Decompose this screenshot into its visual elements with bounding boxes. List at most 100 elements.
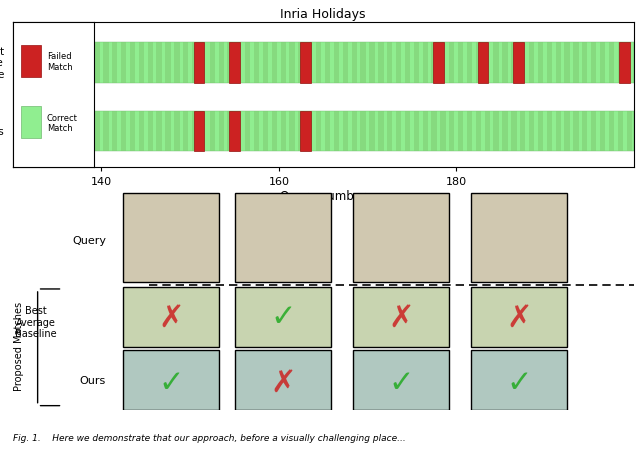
Bar bbox=[618, 43, 623, 84]
Text: Fig. 1.    Here we demonstrate that our approach, before a visually challenging : Fig. 1. Here we demonstrate that our app… bbox=[13, 433, 406, 442]
Bar bbox=[148, 111, 153, 152]
Bar bbox=[325, 111, 330, 152]
Bar bbox=[245, 111, 250, 152]
Bar bbox=[32, 43, 38, 84]
Bar bbox=[210, 111, 215, 152]
Bar bbox=[353, 194, 449, 282]
Text: Best
Average
Baseline: Best Average Baseline bbox=[0, 47, 4, 80]
Bar bbox=[210, 43, 215, 84]
Bar bbox=[229, 43, 240, 84]
Bar bbox=[493, 111, 499, 152]
Bar bbox=[396, 43, 401, 84]
Bar bbox=[229, 111, 240, 152]
Bar bbox=[235, 350, 331, 410]
Text: ✗: ✗ bbox=[388, 303, 413, 332]
Bar bbox=[50, 111, 56, 152]
Text: ✓: ✓ bbox=[158, 368, 184, 397]
Bar bbox=[600, 43, 605, 84]
Bar bbox=[15, 43, 20, 84]
Bar bbox=[41, 111, 47, 152]
Bar bbox=[254, 111, 259, 152]
Bar bbox=[458, 111, 463, 152]
Text: ✗: ✗ bbox=[270, 368, 296, 397]
Bar bbox=[174, 43, 180, 84]
Bar bbox=[112, 111, 118, 152]
Bar bbox=[422, 111, 428, 152]
Bar bbox=[467, 43, 472, 84]
Bar bbox=[353, 350, 449, 410]
Bar bbox=[165, 111, 171, 152]
Bar bbox=[556, 111, 561, 152]
Bar bbox=[413, 111, 419, 152]
Bar bbox=[547, 43, 552, 84]
Bar bbox=[325, 43, 330, 84]
Bar bbox=[194, 43, 204, 84]
Bar bbox=[404, 111, 410, 152]
Bar bbox=[289, 43, 295, 84]
Bar bbox=[564, 111, 570, 152]
Bar bbox=[547, 111, 552, 152]
Bar bbox=[15, 111, 20, 152]
Bar bbox=[156, 111, 162, 152]
Bar bbox=[280, 43, 286, 84]
Bar bbox=[235, 194, 331, 282]
Bar bbox=[609, 111, 614, 152]
Bar bbox=[529, 43, 534, 84]
Bar bbox=[139, 43, 144, 84]
Bar bbox=[77, 111, 82, 152]
Bar bbox=[59, 43, 64, 84]
Text: Proposed Matches: Proposed Matches bbox=[14, 301, 24, 390]
Bar bbox=[520, 111, 525, 152]
Bar bbox=[431, 111, 436, 152]
Bar bbox=[433, 43, 444, 84]
Bar bbox=[470, 350, 567, 410]
Bar bbox=[13, 43, 634, 84]
Text: Ours: Ours bbox=[0, 127, 4, 137]
Bar bbox=[300, 43, 311, 84]
Text: ✗: ✗ bbox=[158, 303, 184, 332]
Bar bbox=[123, 194, 220, 282]
Bar bbox=[77, 43, 82, 84]
Bar bbox=[511, 43, 516, 84]
Bar bbox=[103, 111, 109, 152]
Bar bbox=[254, 43, 259, 84]
Bar bbox=[227, 111, 233, 152]
Bar bbox=[103, 43, 109, 84]
Bar bbox=[440, 111, 445, 152]
Bar bbox=[68, 43, 73, 84]
Bar bbox=[41, 43, 47, 84]
Bar bbox=[591, 43, 596, 84]
Bar bbox=[467, 111, 472, 152]
Bar bbox=[360, 43, 366, 84]
Bar bbox=[556, 43, 561, 84]
Text: ✗: ✗ bbox=[506, 303, 531, 332]
Bar bbox=[263, 43, 268, 84]
Bar bbox=[183, 43, 188, 84]
Bar bbox=[378, 111, 383, 152]
Bar bbox=[627, 111, 632, 152]
Bar bbox=[351, 111, 357, 152]
Bar bbox=[458, 43, 463, 84]
Bar bbox=[156, 43, 162, 84]
Bar bbox=[298, 43, 304, 84]
Bar bbox=[449, 111, 454, 152]
Bar bbox=[139, 111, 144, 152]
Bar bbox=[334, 111, 339, 152]
Bar bbox=[112, 43, 118, 84]
Bar bbox=[300, 111, 311, 152]
Bar bbox=[502, 43, 508, 84]
Bar bbox=[24, 43, 29, 84]
Text: Query: Query bbox=[72, 235, 106, 245]
Bar bbox=[316, 43, 321, 84]
Bar bbox=[334, 43, 339, 84]
Bar bbox=[165, 43, 171, 84]
Bar bbox=[272, 43, 277, 84]
Bar bbox=[413, 43, 419, 84]
Bar bbox=[618, 111, 623, 152]
Bar bbox=[476, 111, 481, 152]
Bar bbox=[280, 111, 286, 152]
Bar bbox=[529, 111, 534, 152]
Bar bbox=[404, 43, 410, 84]
Bar bbox=[32, 111, 38, 152]
Bar bbox=[79, 111, 89, 152]
